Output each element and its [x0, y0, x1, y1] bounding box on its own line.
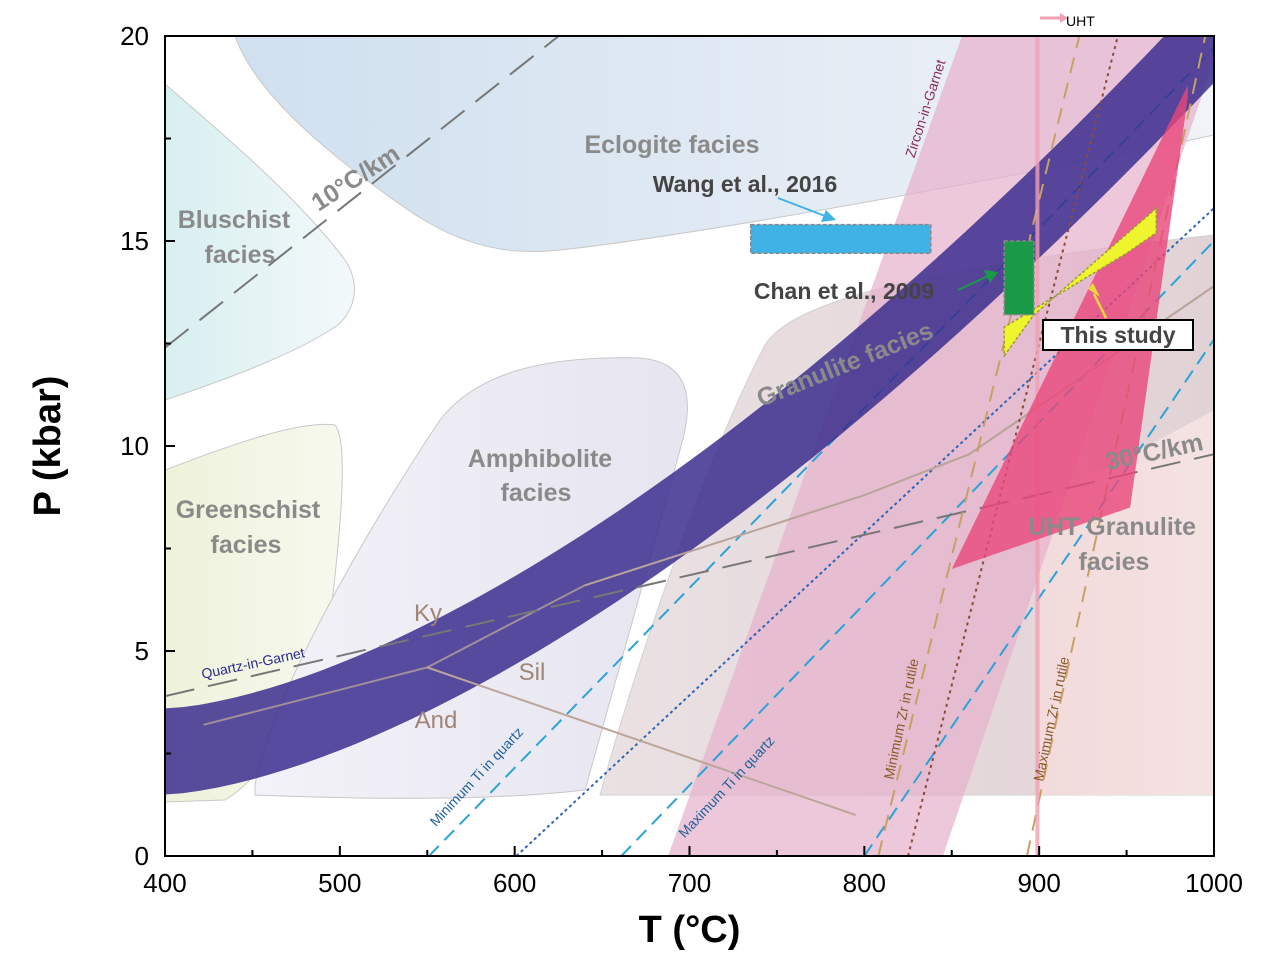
and-sil-line [426, 666, 856, 816]
sil-label: Sil [519, 659, 546, 686]
ky-label: Ky [414, 600, 442, 627]
uht-granulite-label-1: UHT Granulite [1028, 513, 1196, 541]
x-tick-label: 1000 [1185, 868, 1243, 898]
zr-min-line [877, 36, 1081, 856]
this-study-arrow-head [1088, 283, 1100, 297]
wang-label: Wang et al., 2016 [653, 171, 838, 197]
y-tick-label: 0 [135, 841, 149, 871]
and-label: And [415, 707, 458, 734]
quartz-in-garnet-band [165, 36, 1214, 795]
chan-box [1003, 240, 1035, 316]
this-study-arrow-line [1092, 293, 1108, 319]
wang-box [749, 223, 932, 255]
zircon-in-garnet-band [668, 36, 1214, 856]
chan-label: Chan et al., 2009 [754, 278, 934, 304]
x-tick-label: 700 [668, 868, 711, 898]
y-tick-label: 15 [120, 226, 149, 256]
greenschist-label-2: facies [211, 531, 282, 559]
y-tick-label: 20 [120, 21, 149, 51]
amphibolite-label-2: facies [501, 479, 572, 507]
amphibolite-label-1: Amphibolite [468, 445, 613, 473]
uht-label: UHT [1066, 13, 1095, 29]
chan-arrow-head [984, 270, 998, 283]
blueschist-label-1: Bluschist [178, 206, 291, 234]
x-tick-label: 500 [318, 868, 361, 898]
wang-arrow-line [777, 197, 826, 217]
y-tick-label: 5 [135, 636, 149, 666]
wang-arrow-head [821, 210, 836, 222]
x-axis-label: T (°C) [639, 909, 741, 951]
chan-arrow-line [957, 275, 989, 291]
eclogite-label: Eclogite facies [584, 131, 759, 159]
zr-mid-dotted [907, 36, 1119, 856]
y-axis-label: P (kbar) [27, 376, 69, 517]
y-tick-label: 10 [120, 431, 149, 461]
this-study-label-box [1042, 319, 1194, 351]
uht-arrow-head [1060, 13, 1068, 23]
x-tick-label: 800 [843, 868, 886, 898]
x-tick-label: 600 [493, 868, 536, 898]
x-tick-label: 400 [143, 868, 186, 898]
blueschist-label-2: facies [205, 241, 276, 269]
ti-line-1 [428, 47, 1214, 856]
this-study-label: This study [1060, 322, 1175, 348]
uht-granulite-label-2: facies [1079, 548, 1150, 576]
geotherm-10 [165, 36, 561, 349]
x-tick-label: 900 [1017, 868, 1060, 898]
greenschist-label-1: Greenschist [176, 496, 321, 524]
blueschist-field [165, 83, 355, 401]
